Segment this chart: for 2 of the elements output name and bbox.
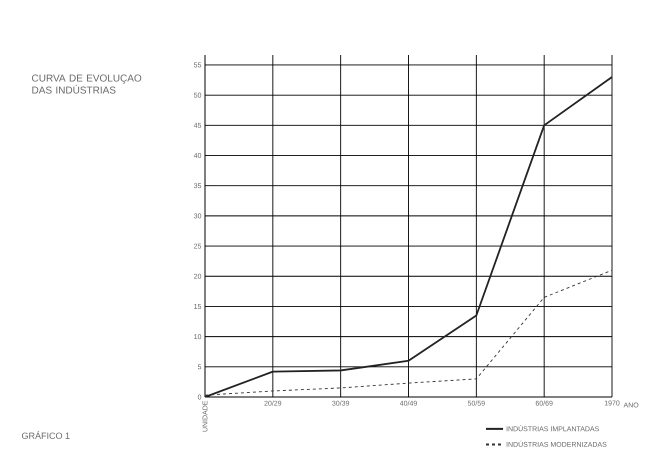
text: CURVA DE EVOLUÇAO DAS INDÚSTRIAS: [32, 74, 142, 94]
text: GRÁFICO 1: [22, 431, 70, 439]
